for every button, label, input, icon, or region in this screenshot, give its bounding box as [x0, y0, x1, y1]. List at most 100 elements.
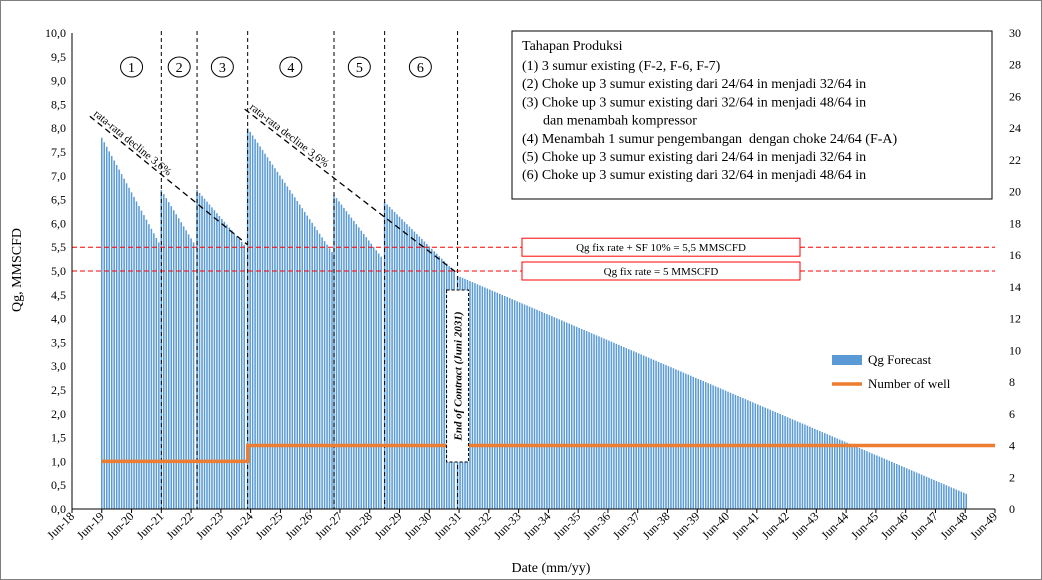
- qg-bar: [920, 474, 923, 509]
- qg-bar: [620, 345, 623, 509]
- qg-bar: [249, 131, 251, 509]
- qg-bar: [546, 314, 548, 509]
- qg-bar: [610, 341, 613, 509]
- qg-bar: [615, 343, 618, 509]
- qg-bar: [843, 441, 846, 509]
- qg-bar: [878, 456, 881, 509]
- production-stages-notes: Tahapan Produksi (1) 3 sumur existing (F-…: [511, 30, 993, 200]
- y-tick-label: 4,5: [51, 288, 66, 302]
- qg-bar: [150, 228, 153, 509]
- qg-bar: [226, 224, 228, 509]
- qg-bar: [391, 209, 393, 509]
- qg-bar: [893, 462, 896, 509]
- qg-bar: [759, 405, 762, 509]
- qg-bar: [585, 331, 588, 509]
- qg-bar: [123, 178, 125, 509]
- qg-bar: [752, 402, 754, 509]
- qg-bar: [506, 297, 508, 509]
- qg-bar: [396, 214, 398, 509]
- qg-bar: [476, 284, 479, 509]
- qg-bar: [393, 211, 396, 509]
- qg-bar: [590, 333, 593, 509]
- qg-bar: [185, 230, 187, 509]
- qg-bar: [489, 289, 491, 509]
- qg-bar: [316, 230, 318, 509]
- qg-bar: [680, 371, 682, 509]
- qg-bar: [355, 224, 358, 509]
- qg-bar: [868, 452, 871, 509]
- qg-bar: [563, 321, 566, 509]
- legend: Qg Forecast Number of well: [832, 352, 951, 391]
- y2-tick-label: 16: [1009, 248, 1021, 262]
- qg-bar: [603, 338, 605, 509]
- qg-bar: [719, 388, 722, 509]
- qg-bar: [350, 217, 353, 510]
- qg-bar: [291, 193, 294, 509]
- qg-bar: [913, 471, 915, 509]
- qg-bar: [165, 198, 168, 510]
- qg-bar: [724, 390, 727, 509]
- qg-bar: [958, 490, 960, 509]
- qg-bar: [598, 336, 600, 509]
- qg-bar: [103, 142, 106, 509]
- qg-bar: [923, 475, 925, 509]
- qg-bar: [284, 182, 286, 510]
- qg-bar: [365, 237, 368, 509]
- qg-bar: [198, 192, 201, 509]
- qg-bar: [962, 492, 965, 509]
- qg-bar: [335, 198, 338, 509]
- qg-bar: [182, 226, 185, 509]
- qg-bar: [933, 479, 935, 509]
- qg-bar: [261, 150, 264, 510]
- qg-bar: [950, 487, 953, 509]
- qg-bar: [744, 399, 747, 509]
- qg-bar: [523, 304, 526, 509]
- qg-bar: [722, 389, 724, 509]
- stage-number: 4: [287, 61, 294, 76]
- stage-circle: [120, 56, 144, 78]
- reference-label-box: [521, 237, 801, 257]
- qg-bar: [313, 226, 316, 510]
- qg-bar: [846, 442, 848, 509]
- qg-bar: [528, 306, 531, 509]
- qg-bar: [600, 337, 603, 509]
- qg-bar: [145, 219, 148, 509]
- qg-bar: [240, 241, 243, 509]
- qg-bar: [177, 218, 180, 509]
- qg-bar: [774, 411, 776, 509]
- qg-bar: [556, 318, 558, 509]
- qg-bar: [398, 216, 401, 509]
- qg-bar: [279, 175, 281, 509]
- notes-line: (2) Choke up 3 sumur existing dari 24/64…: [522, 77, 866, 92]
- qg-bar: [965, 493, 967, 509]
- qg-bar: [776, 412, 779, 509]
- qg-bar: [595, 335, 598, 509]
- qg-bar: [235, 236, 238, 509]
- qg-bar: [526, 305, 528, 509]
- qg-bar: [140, 210, 143, 509]
- qg-bar: [264, 153, 266, 509]
- legend-swatch-bar: [832, 355, 862, 365]
- qg-bar: [690, 375, 692, 509]
- qg-bar: [170, 206, 173, 509]
- qg-bar: [593, 334, 595, 509]
- qg-bar: [943, 484, 945, 509]
- qg-bar: [791, 419, 794, 509]
- notes-line: dan menambah kompressor: [522, 114, 697, 129]
- qg-bar: [652, 359, 655, 509]
- y2-tick-label: 8: [1009, 375, 1015, 389]
- qg-bar: [742, 398, 744, 509]
- y2-tick-label: 4: [1009, 439, 1015, 453]
- qg-bar: [561, 320, 563, 509]
- qg-bar: [645, 356, 647, 509]
- end-of-contract-marker: End of Contract (Juni 2031): [446, 289, 470, 463]
- qg-bar: [266, 157, 269, 509]
- qg-bar: [806, 425, 809, 509]
- qg-bar: [573, 325, 575, 509]
- qg-bar: [348, 214, 350, 510]
- qg-bar: [233, 233, 236, 510]
- qg-bar: [125, 183, 128, 509]
- qg-bar: [732, 393, 734, 509]
- qg-bar: [228, 227, 231, 509]
- qg-bar: [729, 392, 732, 509]
